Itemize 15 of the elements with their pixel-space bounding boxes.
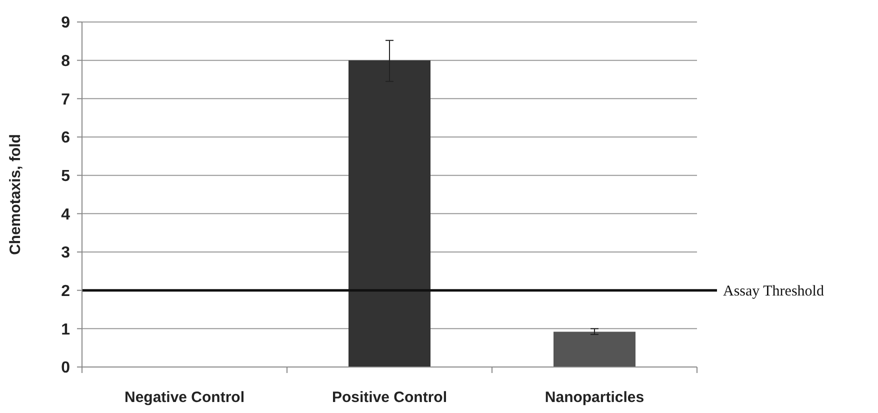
ref-line-label: Assay Threshold xyxy=(723,284,824,300)
x-tick-label: Negative Control xyxy=(124,389,245,406)
y-tick-label: 5 xyxy=(61,168,70,185)
y-tick-label: 4 xyxy=(61,206,70,224)
x-tick-label: Nanoparticles xyxy=(544,389,644,406)
y-tick-label: 6 xyxy=(61,130,70,147)
y-tick-label: 7 xyxy=(61,91,70,108)
x-tick-label: Positive Control xyxy=(332,389,448,406)
y-tick-label: 9 xyxy=(61,14,70,32)
y-tick-label: 8 xyxy=(61,52,70,70)
y-tick-label: 2 xyxy=(61,282,70,300)
y-axis-title: Chemotaxis, fold xyxy=(7,134,24,255)
y-tick-label: 3 xyxy=(61,244,70,262)
y-tick-label: 1 xyxy=(61,321,70,338)
y-tick-label: 0 xyxy=(61,360,70,377)
